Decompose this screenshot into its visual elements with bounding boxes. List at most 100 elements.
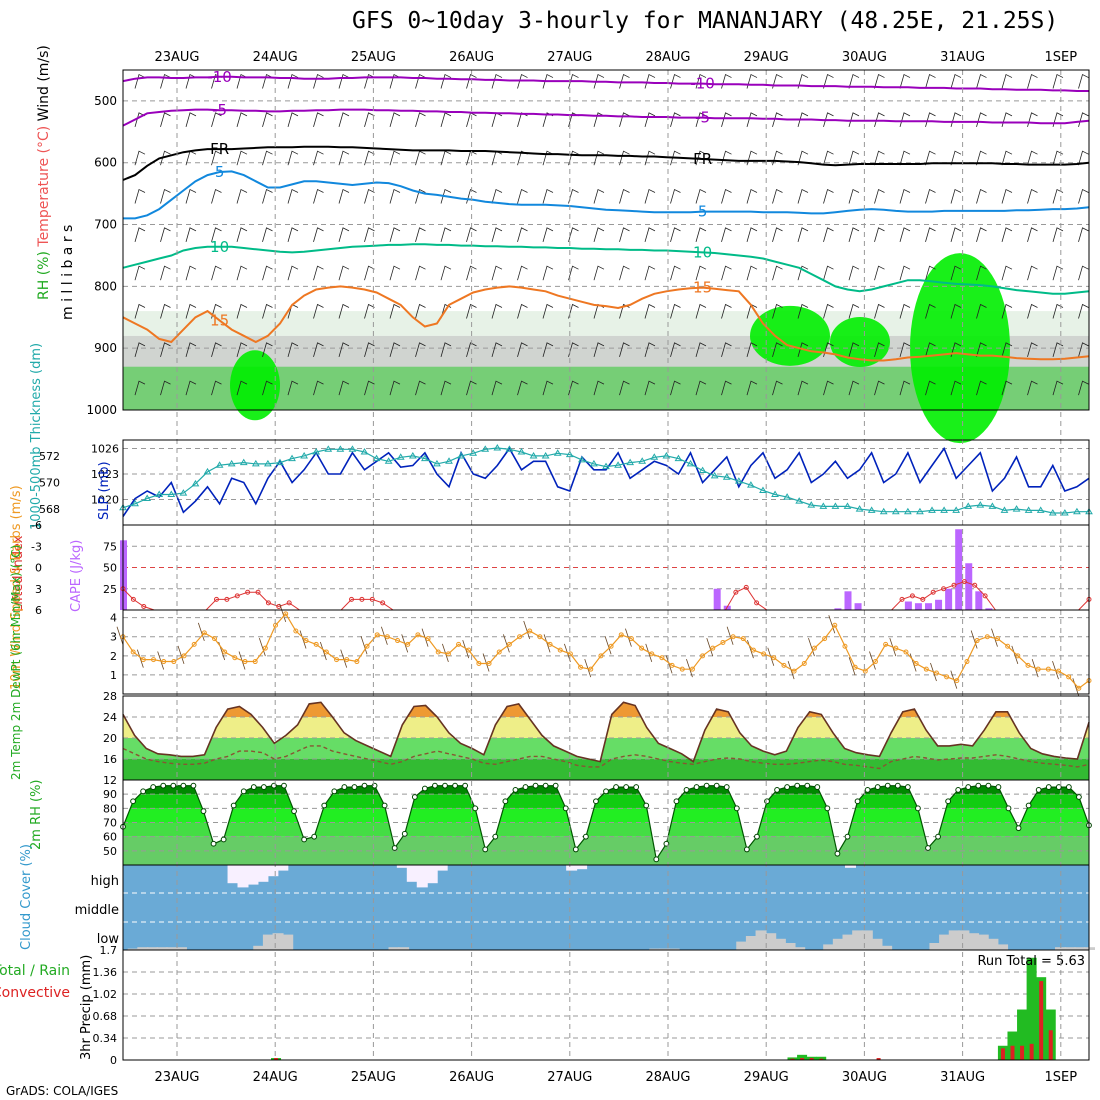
wind-barb (364, 112, 375, 127)
wind-barb (619, 227, 630, 242)
thickness-marker (795, 497, 804, 504)
wind-barb (338, 227, 350, 242)
wind-barb (415, 265, 426, 281)
wind-barb (695, 150, 707, 166)
wind-barb (925, 150, 936, 166)
rh-marker (854, 798, 861, 805)
wind-marker (730, 634, 736, 640)
date-label-top: 31AUG (940, 50, 985, 65)
panel-border (122, 949, 1090, 1061)
wind-marker (750, 647, 756, 653)
rh-high (750, 305, 830, 366)
wind-barb-10m (970, 630, 978, 649)
wind-barb (313, 303, 324, 319)
wind-marker (354, 659, 360, 665)
wind-barb (517, 265, 528, 281)
wind-barb (721, 227, 732, 242)
wind-barb (619, 188, 630, 204)
precip-conv-bar (1039, 981, 1044, 1060)
wind-marker (171, 659, 177, 665)
li-marker (930, 589, 936, 595)
wind-barb (542, 227, 554, 242)
wind-barb (823, 265, 834, 281)
wind-barb (517, 303, 528, 319)
wind-barb (466, 227, 477, 242)
date-label-bottom: 27AUG (547, 1070, 592, 1085)
li-ylabel: Lifted Index (11, 535, 26, 612)
cloud-low-bar (253, 945, 265, 950)
thickness-marker (722, 473, 731, 480)
wind-barb (236, 227, 248, 242)
wind-marker (1045, 666, 1051, 672)
rh-marker (200, 808, 207, 815)
wind-marker (283, 611, 289, 617)
wind-barb (1078, 342, 1089, 357)
wind-marker (293, 628, 299, 634)
rh-marker (522, 784, 529, 790)
cape-bar (985, 608, 993, 610)
wind-barb-10m (1072, 678, 1080, 697)
rh-marker (894, 782, 901, 789)
rh-marker (603, 788, 609, 795)
wind-barb (364, 342, 375, 357)
wind-barb (211, 342, 222, 357)
wind-marker (872, 659, 878, 665)
rh-marker (421, 785, 428, 792)
wind-barb (797, 380, 809, 396)
wind-marker (883, 641, 889, 647)
wind-barb (389, 342, 401, 357)
date-label-top: 27AUG (547, 50, 592, 65)
wind-barb (364, 380, 375, 396)
wind-barb (440, 73, 452, 89)
wind-barb (185, 112, 197, 127)
wind-barb (976, 380, 987, 396)
wind-barb (160, 303, 171, 319)
rh-marker (572, 846, 579, 853)
wind-barb (338, 112, 350, 127)
li-marker (286, 600, 292, 606)
rh-marker (784, 784, 791, 790)
date-label-top: 25AUG (351, 50, 396, 65)
cloud-low-bar (871, 938, 883, 950)
wind-barb (695, 112, 707, 127)
contour-label: -5 (212, 101, 227, 119)
rh-marker (693, 784, 700, 790)
wind-barb (185, 227, 197, 242)
rh-marker (260, 784, 267, 790)
rh-tick: 90 (103, 788, 117, 801)
rh-marker (160, 782, 167, 789)
thickness-marker (590, 459, 598, 467)
rh-marker (633, 784, 640, 790)
cloud-low-bar (658, 948, 670, 950)
cloud-low-bar (861, 930, 873, 950)
date-label-bottom: 30AUG (842, 1070, 887, 1085)
wind-barb-10m (299, 630, 307, 649)
wind-barb (491, 227, 503, 242)
precip-tick: 1.02 (93, 988, 118, 1001)
rh-marker (1076, 794, 1082, 800)
rh-marker (915, 805, 921, 812)
wind-marker (822, 636, 828, 642)
wind-marker (903, 649, 909, 655)
wind-barb (848, 73, 860, 89)
rh-tick: 80 (103, 802, 117, 815)
wind-marker (232, 655, 238, 661)
wind-marker (323, 649, 329, 655)
rh-marker (975, 782, 982, 789)
thickness-marker (493, 443, 502, 451)
precip-panel: 0 0.34 0.68 1.02 1.36 1.7 Run Total = 5.63 3hr … (0, 944, 1089, 1067)
wind-barb (287, 188, 299, 204)
wind-marker (588, 666, 594, 672)
cloud-high-bar (426, 865, 438, 884)
precip-tick: 0.68 (93, 1010, 118, 1023)
wind-barb (874, 73, 885, 89)
wind-barb (899, 265, 911, 281)
date-label-top: 28AUG (645, 50, 690, 65)
wind-barb (874, 265, 885, 281)
contour-label: -10 (690, 75, 715, 93)
wind-barb (491, 303, 503, 319)
wind-barb (797, 112, 809, 127)
wind-barb (823, 188, 834, 204)
rh-marker (683, 787, 690, 793)
rh-marker (733, 805, 740, 812)
